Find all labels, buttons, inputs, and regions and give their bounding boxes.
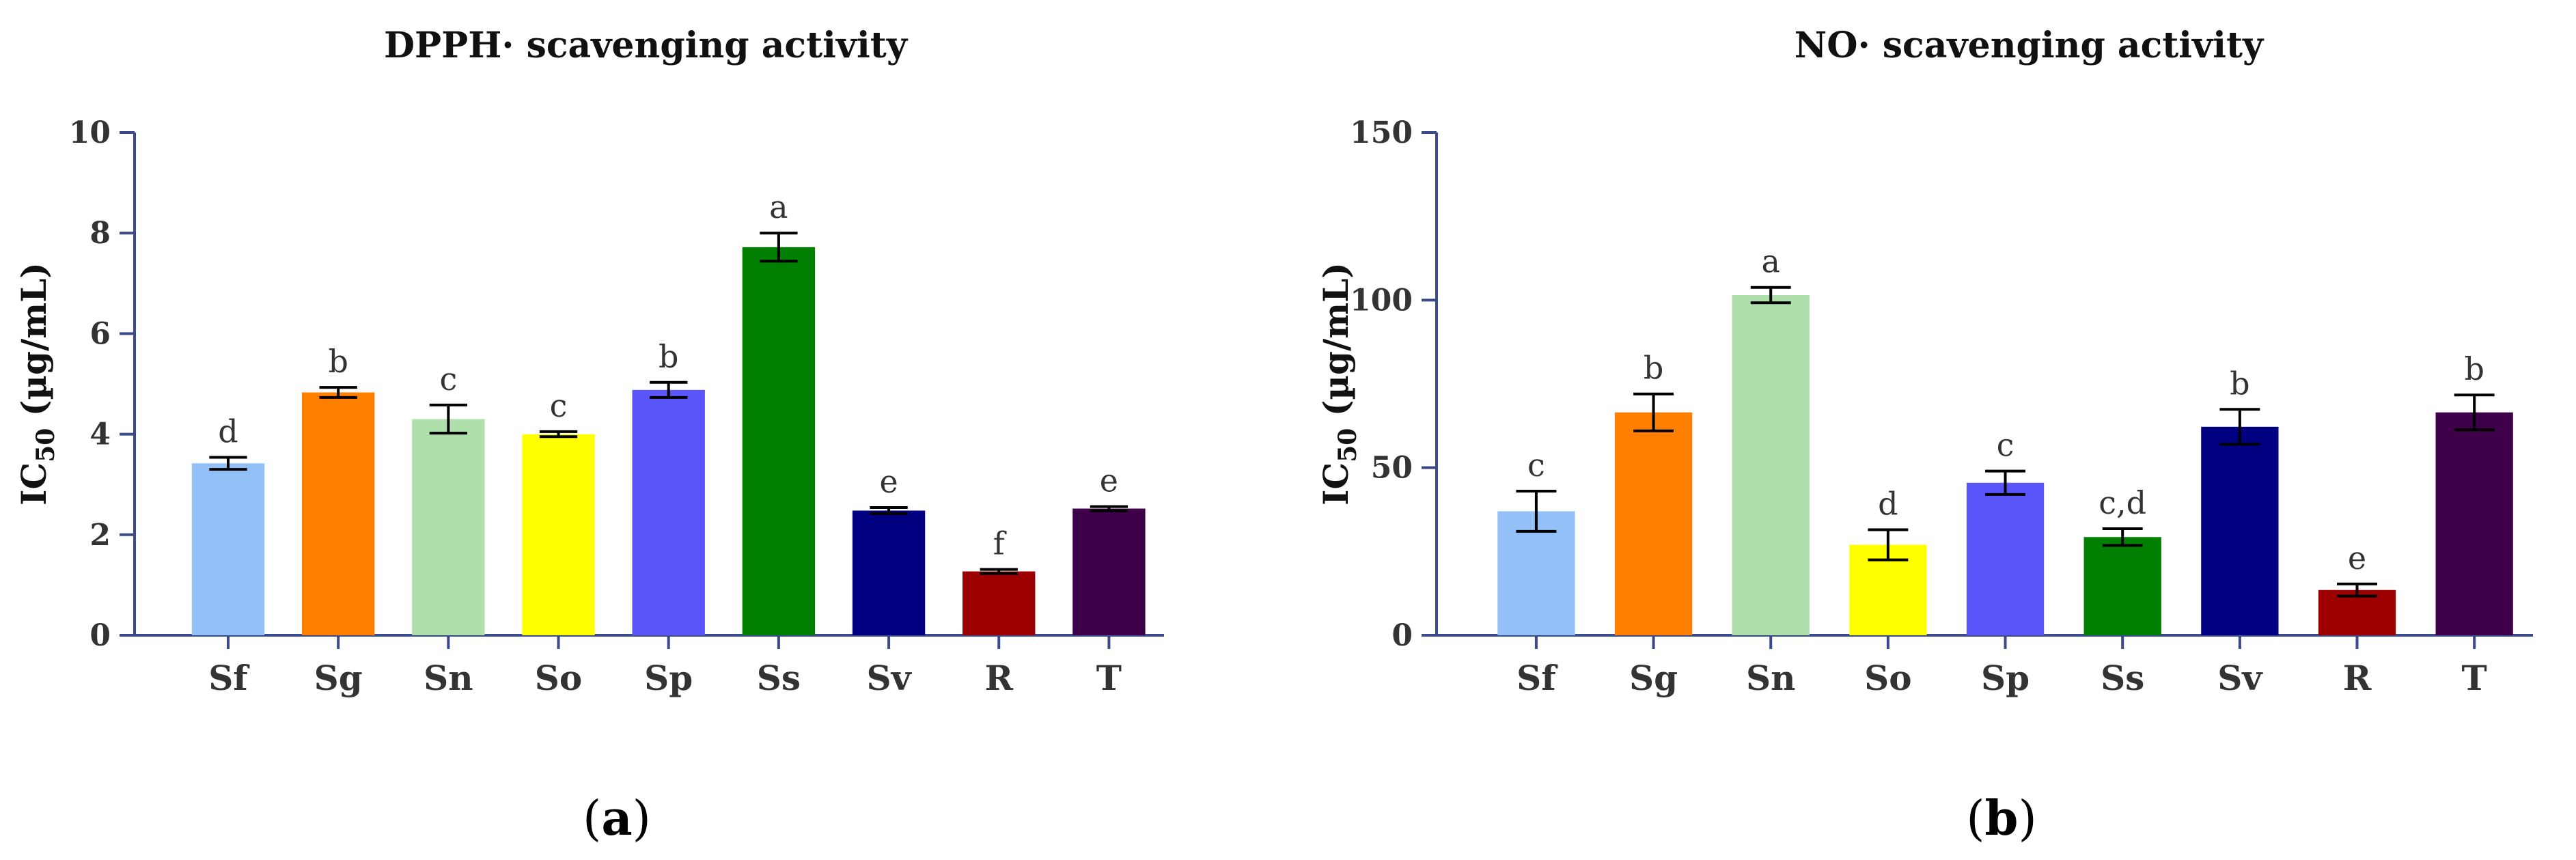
x-tick-label-T: T <box>1096 658 1122 698</box>
panel-label: (a) <box>583 790 651 846</box>
significance-label-So: c <box>550 387 568 424</box>
x-tick-label-Sf: Sf <box>208 658 250 698</box>
y-tick-label: 4 <box>89 417 111 452</box>
bar-Sn <box>1732 294 1810 635</box>
significance-label-T: b <box>2464 350 2484 387</box>
significance-label-Sf: c <box>1527 447 1545 484</box>
y-tick-label: 0 <box>89 618 111 653</box>
bar-Ss <box>742 247 816 636</box>
x-tick-label-Sn: Sn <box>1746 658 1795 698</box>
bar-T <box>2435 412 2513 635</box>
significance-label-Sp: c <box>1997 427 2014 464</box>
x-tick-label-Ss: Ss <box>2101 658 2144 698</box>
y-tick-label: 0 <box>1391 618 1413 653</box>
x-tick-label-Sg: Sg <box>1629 658 1678 698</box>
panel-label: (b) <box>1966 790 2037 846</box>
bar-So <box>522 434 595 635</box>
bar-Sp <box>1966 482 2045 635</box>
significance-label-R: f <box>993 525 1007 562</box>
bar-Sg <box>1614 412 1693 635</box>
x-tick-label-Sp: Sp <box>1981 658 2030 698</box>
chart-panel-a: DPPH· scavenging activity IC50 (µg/mL) 0 2 4… <box>14 25 1164 846</box>
bar-Sv <box>852 510 926 635</box>
y-axis-label: IC50 (µg/mL) <box>1316 262 1362 505</box>
significance-label-So: d <box>1878 485 1898 522</box>
significance-label-Sg: b <box>328 343 348 380</box>
x-tick-label-Sv: Sv <box>866 658 912 698</box>
chart-panel-b: NO· scavenging activity IC50 (µg/mL) 0 50 10… <box>1316 25 2533 846</box>
x-tick-label-Sf: Sf <box>1516 658 1558 698</box>
y-tick-label: 2 <box>89 518 111 553</box>
x-tick-label-Sn: Sn <box>424 658 473 698</box>
x-tick-label-Sg: Sg <box>314 658 363 698</box>
x-tick-label-R: R <box>2343 658 2372 698</box>
y-axis-label: IC50 (µg/mL) <box>14 262 60 505</box>
significance-label-Ss: a <box>769 189 788 225</box>
y-tick-label: 8 <box>89 216 111 251</box>
significance-label-Sv: b <box>2230 365 2249 402</box>
bar-T <box>1072 508 1146 635</box>
x-tick-label-Ss: Ss <box>757 658 801 698</box>
bar-Sp <box>632 389 705 635</box>
significance-label-Sn: c <box>439 361 457 398</box>
bar-Sg <box>301 392 375 635</box>
significance-label-Sn: a <box>1762 243 1780 280</box>
bar-Ss <box>2083 537 2161 635</box>
bar-Sf <box>191 463 265 635</box>
y-tick-label: 100 <box>1350 283 1413 318</box>
x-tick-label-So: So <box>535 658 582 698</box>
bar-Sn <box>412 419 485 635</box>
x-tick-label-Sv: Sv <box>2217 658 2263 698</box>
x-tick-label-So: So <box>1864 658 1911 698</box>
significance-label-T: e <box>1100 462 1118 499</box>
significance-label-Sv: e <box>879 463 898 500</box>
x-tick-label-Sp: Sp <box>644 658 693 698</box>
y-tick-label: 50 <box>1371 451 1413 486</box>
x-tick-label-R: R <box>984 658 1013 698</box>
significance-label-Sp: b <box>659 338 678 375</box>
y-tick-label: 6 <box>89 316 111 351</box>
bar-Sv <box>2201 426 2279 635</box>
significance-label-R: e <box>2348 540 2366 577</box>
x-tick-label-T: T <box>2462 658 2487 698</box>
y-tick-label: 150 <box>1350 115 1413 150</box>
chart-title: NO· scavenging activity <box>1795 25 2265 66</box>
chart-title: DPPH· scavenging activity <box>384 25 909 66</box>
bar-R <box>2318 589 2396 635</box>
significance-label-Ss: c,d <box>2099 484 2146 521</box>
y-tick-label: 10 <box>69 115 111 150</box>
significance-label-Sf: d <box>218 413 238 449</box>
significance-label-Sg: b <box>1644 350 1663 387</box>
bar-R <box>962 571 1036 635</box>
